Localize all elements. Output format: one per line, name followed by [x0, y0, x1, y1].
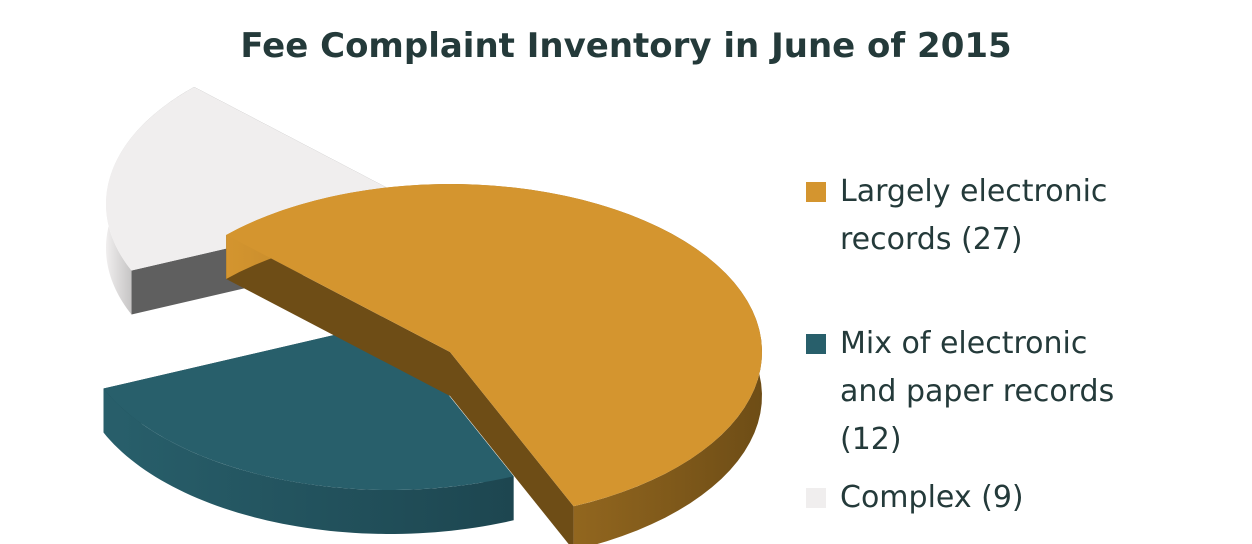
- pie-slice-wall: [226, 234, 450, 396]
- legend-line: and paper records: [840, 374, 1115, 409]
- legend-line: Complex (9): [840, 480, 1024, 515]
- chart-title: Fee Complaint Inventory in June of 2015: [240, 26, 1012, 66]
- legend-swatch-mix: [806, 334, 826, 354]
- legend-swatch-complex: [806, 488, 826, 508]
- legend-label-complex: Complex (9): [840, 474, 1240, 522]
- pie-slice-0: [226, 184, 762, 544]
- legend-line: Largely electronic: [840, 174, 1108, 209]
- legend-label-largely-electronic: Largely electronic records (27): [840, 168, 1240, 264]
- legend-line: records (27): [840, 222, 1023, 257]
- legend-label-mix: Mix of electronic and paper records (12): [840, 320, 1240, 464]
- pie-slice-side: [103, 388, 514, 534]
- pie-slice-top: [226, 184, 762, 507]
- legend-line: (12): [840, 422, 902, 457]
- legend-line: Mix of electronic: [840, 326, 1088, 361]
- pie-chart: [103, 86, 762, 544]
- pie-slice-top: [106, 86, 418, 271]
- legend-swatch-largely-electronic: [806, 182, 826, 202]
- pie-slice-wall: [450, 352, 574, 544]
